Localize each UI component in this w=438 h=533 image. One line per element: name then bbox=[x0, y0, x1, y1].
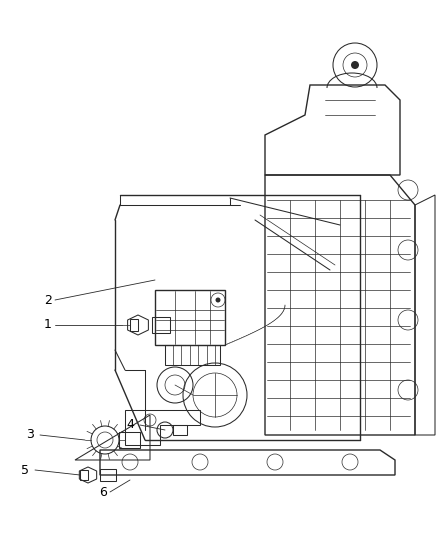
Text: 4: 4 bbox=[126, 418, 134, 432]
Text: 6: 6 bbox=[99, 486, 107, 498]
Circle shape bbox=[351, 61, 359, 69]
Circle shape bbox=[215, 297, 220, 303]
Text: 3: 3 bbox=[26, 429, 34, 441]
Text: 5: 5 bbox=[21, 464, 29, 477]
Text: 1: 1 bbox=[44, 319, 52, 332]
Text: 2: 2 bbox=[44, 294, 52, 306]
